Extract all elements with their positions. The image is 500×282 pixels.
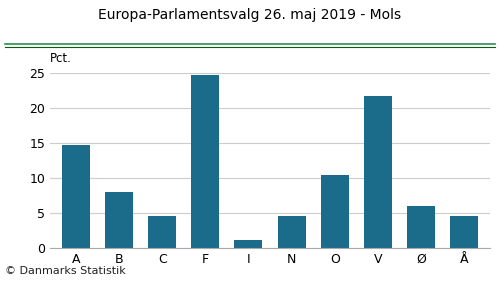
Bar bbox=[278, 216, 305, 248]
Text: Europa-Parlamentsvalg 26. maj 2019 - Mols: Europa-Parlamentsvalg 26. maj 2019 - Mol… bbox=[98, 8, 402, 23]
Bar bbox=[320, 175, 348, 248]
Bar bbox=[234, 240, 262, 248]
Bar bbox=[62, 145, 90, 248]
Bar bbox=[105, 191, 133, 248]
Bar bbox=[364, 96, 392, 248]
Text: Pct.: Pct. bbox=[50, 52, 72, 65]
Text: © Danmarks Statistik: © Danmarks Statistik bbox=[5, 266, 126, 276]
Bar bbox=[450, 216, 478, 248]
Bar bbox=[192, 75, 220, 248]
Bar bbox=[148, 216, 176, 248]
Bar bbox=[407, 206, 435, 248]
